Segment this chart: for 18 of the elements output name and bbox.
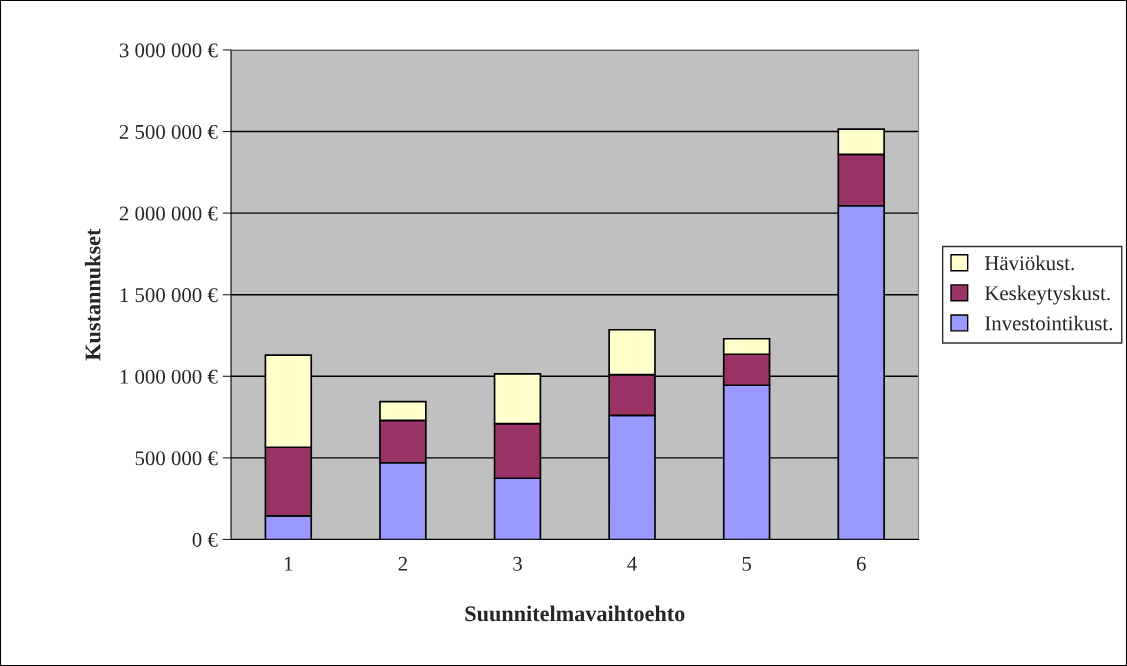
x-tick-label: 5 <box>742 556 752 571</box>
y-axis-title: Kustannukset <box>84 228 101 361</box>
y-tick-label: 3 000 000 € <box>119 43 218 58</box>
legend-label: Häviökust. <box>984 255 1074 271</box>
legend-label: Investointikust. <box>985 315 1113 331</box>
legend-label: Keskeytyskust. <box>984 285 1110 305</box>
y-tick-label: 2 000 000 € <box>119 206 218 221</box>
y-tick-label: 1 500 000 € <box>120 288 218 303</box>
x-axis-title: Suunnitelmavaihtoehto <box>465 605 685 622</box>
x-tick-label: 1 <box>284 556 293 571</box>
y-tick-label: 2 500 000 € <box>119 124 218 139</box>
x-tick-label: 3 <box>513 556 522 571</box>
x-tick-label: 2 <box>398 556 407 571</box>
x-tick-label: 4 <box>627 556 637 571</box>
y-tick-label: 1 000 000 € <box>120 369 218 384</box>
x-tick-label: 6 <box>856 556 866 571</box>
y-tick-label: 500 000 € <box>135 451 218 466</box>
y-tick-label: 0 € <box>192 532 218 547</box>
